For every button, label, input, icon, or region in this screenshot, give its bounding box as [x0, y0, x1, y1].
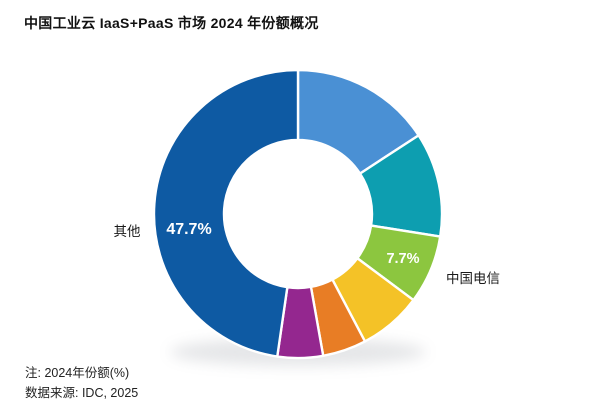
china-telecom-name-label: 中国电信 — [446, 271, 500, 286]
china-telecom-value-label: 7.7% — [386, 251, 420, 267]
others-name-label: 其他 — [113, 224, 141, 239]
donut-segment-其他 — [152, 68, 300, 358]
note-line: 注: 2024年份额(%) — [25, 366, 130, 380]
chart-title: 中国工业云 IaaS+PaaS 市场 2024 年份额概况 — [24, 15, 319, 31]
source-line: 数据来源: IDC, 2025 — [25, 386, 139, 400]
footnotes: 注: 2024年份额(%) 数据来源: IDC, 2025 — [25, 363, 138, 403]
donut-slices-group — [152, 68, 444, 360]
others-value-label: 47.7% — [166, 221, 212, 238]
